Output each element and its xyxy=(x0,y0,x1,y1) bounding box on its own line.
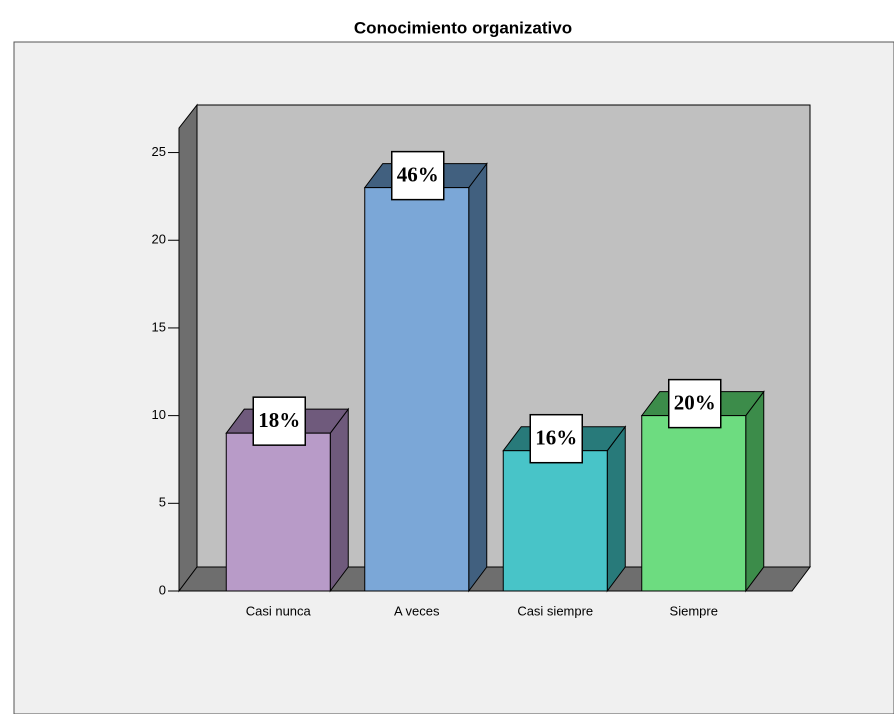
data-label-box xyxy=(668,378,722,429)
bar xyxy=(641,415,747,592)
x-tick-label: Casi siempre xyxy=(517,603,593,618)
bar-side xyxy=(745,390,765,593)
x-tick-label: Siempre xyxy=(670,603,718,618)
chart-title: Conocimiento organizativo xyxy=(354,18,572,37)
bar-side xyxy=(468,162,488,593)
side-wall xyxy=(178,103,198,593)
y-tick-label: 20 xyxy=(152,232,166,247)
data-label: 20% xyxy=(674,390,716,414)
data-label-box xyxy=(529,413,583,464)
x-tick-label: Casi nunca xyxy=(246,603,312,618)
y-tick-label: 0 xyxy=(159,582,166,597)
y-tick-label: 15 xyxy=(152,319,166,334)
y-tick-label: 10 xyxy=(152,407,166,422)
y-tick-label: 25 xyxy=(152,144,166,159)
data-label: 16% xyxy=(535,426,577,450)
y-tick-label: 5 xyxy=(159,495,166,510)
bar xyxy=(364,187,470,592)
data-label: 46% xyxy=(397,162,439,186)
data-label: 18% xyxy=(258,408,300,432)
bar-side xyxy=(329,407,349,593)
bar-side xyxy=(606,425,626,593)
data-label-box xyxy=(391,150,445,201)
x-tick-label: A veces xyxy=(394,603,440,618)
data-label-box xyxy=(252,396,306,446)
bar xyxy=(502,450,608,592)
bar xyxy=(225,432,331,592)
